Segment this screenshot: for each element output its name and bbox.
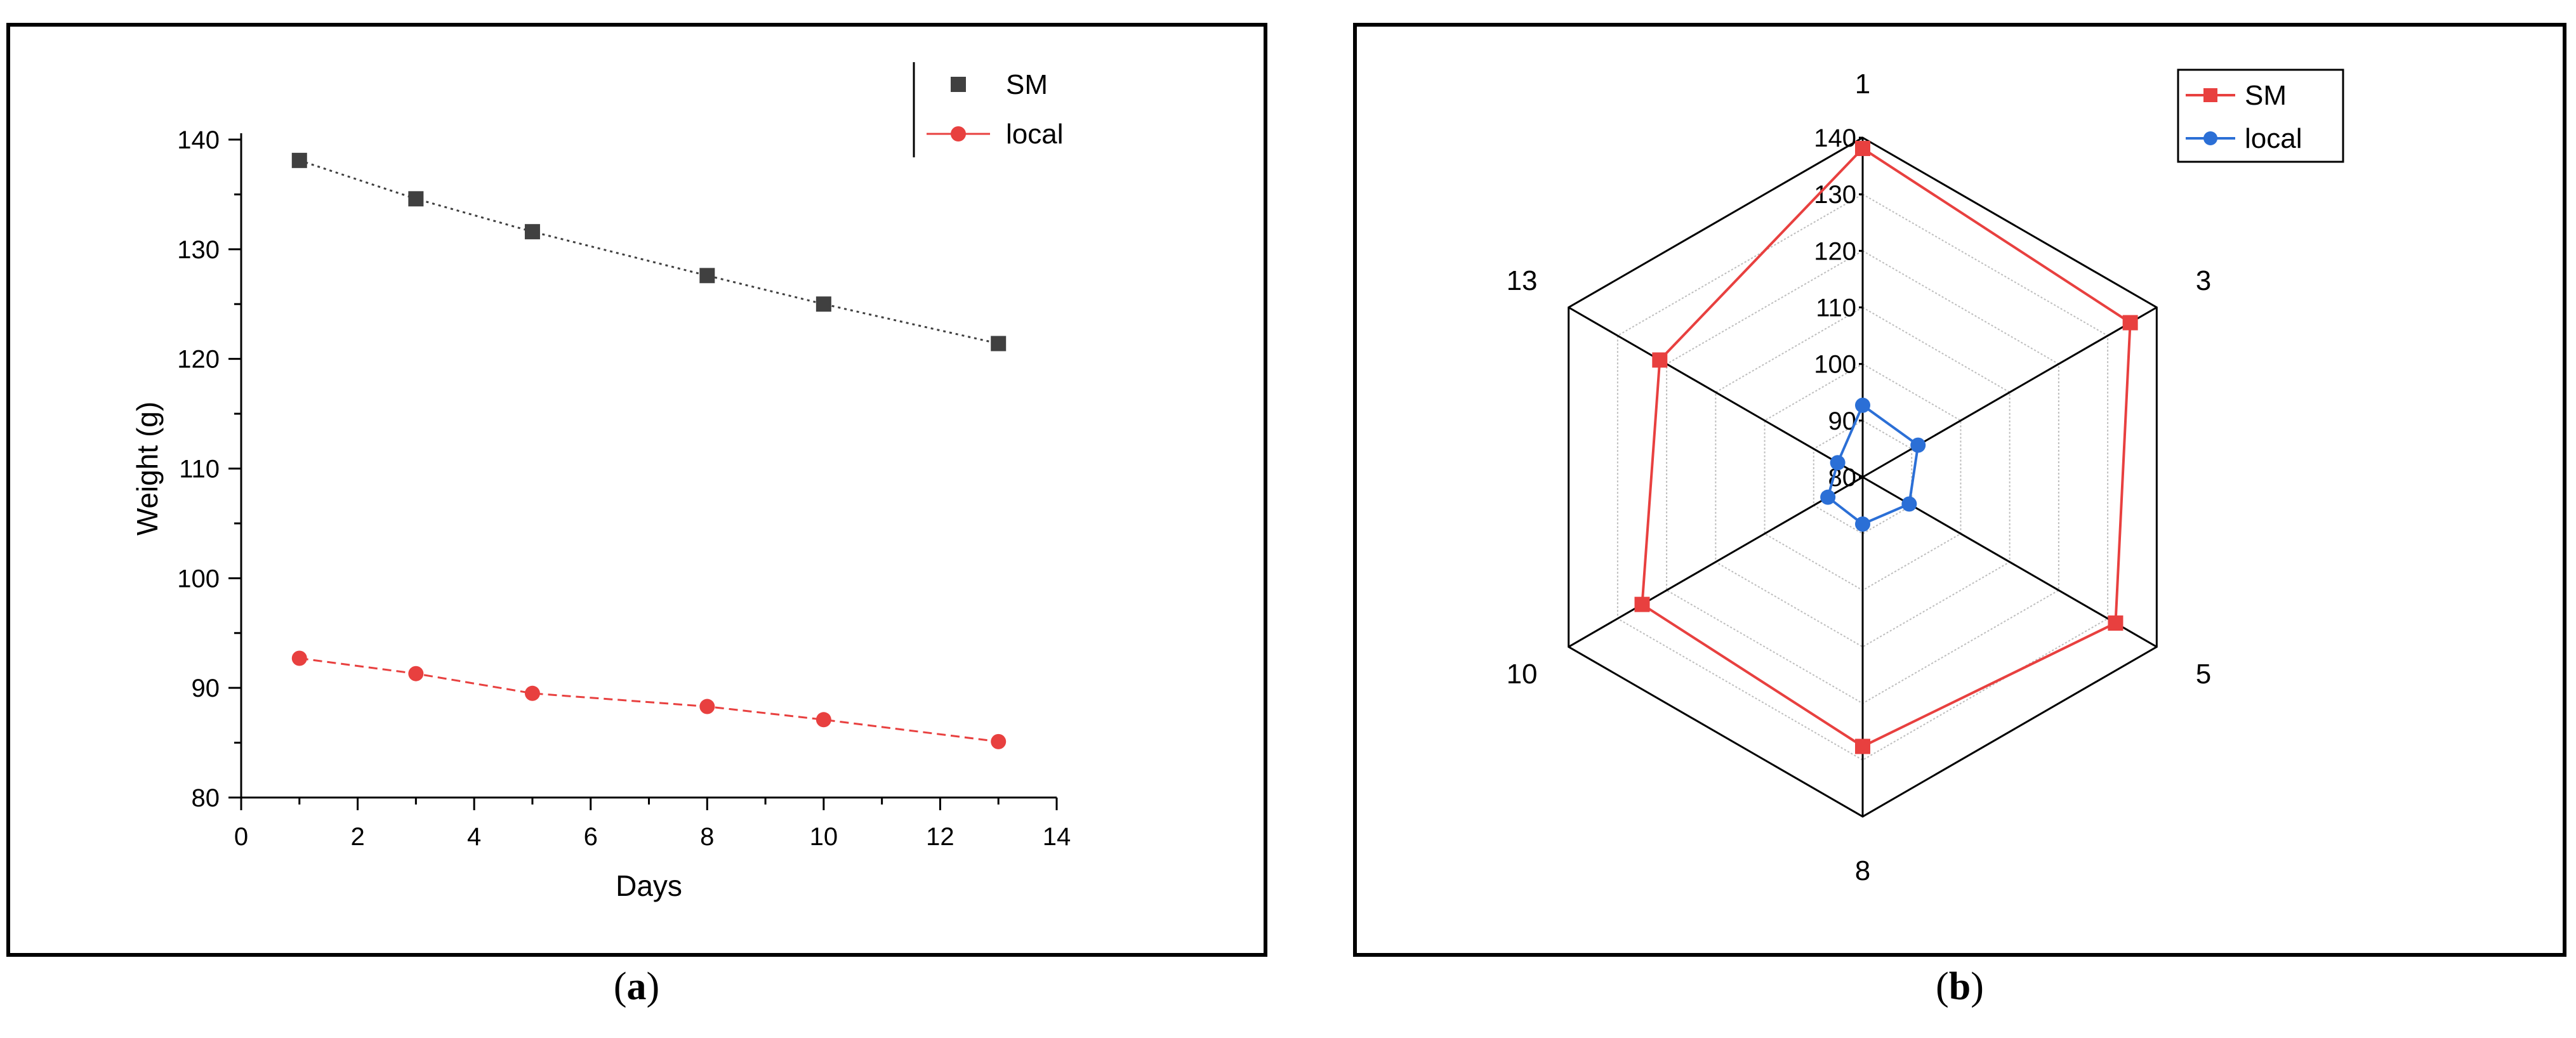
x-tick-label: 14 [1043,823,1071,851]
data-point-SM [699,268,715,284]
x-tick-label: 8 [700,823,714,851]
radar-point-local [1820,489,1836,505]
radar-r-tick-label: 110 [1816,294,1856,322]
radar-point-local [1910,437,1926,453]
legend-marker-local [2203,131,2217,145]
radar-point-SM [1652,352,1668,368]
legend-label-local: local [2245,123,2302,154]
y-tick-label: 140 [177,126,220,154]
radar-spoke [1568,476,1863,648]
data-point-local [816,712,831,728]
data-point-local [524,685,540,701]
caption-b-label: b [1948,965,1971,1008]
radar-point-SM [2108,615,2124,631]
data-point-local [291,650,307,666]
legend-marker-SM [2203,88,2217,102]
caption-b: (b) [1936,965,1984,1008]
radar-point-SM [2122,315,2138,331]
x-tick-label: 2 [350,823,364,851]
y-tick-label: 120 [177,346,220,374]
caption-a: (a) [613,965,660,1008]
radar-category-label: 10 [1507,659,1538,690]
legend-marker-local [951,126,966,141]
radar-category-label: 3 [2196,265,2211,296]
data-point-local [408,666,424,681]
radar-point-SM [1634,596,1650,612]
x-tick-label: 4 [467,823,481,851]
y-axis-label: Weight (g) [131,402,164,535]
y-tick-label: 100 [177,565,220,593]
data-point-SM [816,296,831,312]
panel-b-frame [1353,23,2566,957]
data-point-SM [291,152,307,168]
series-line-SM [299,159,999,345]
radar-r-tick-label: 100 [1814,351,1856,379]
radar-point-local [1855,397,1870,413]
radar-spoke [1568,306,1863,478]
x-axis-label: Days [616,869,682,902]
radar-r-tick-label: 120 [1814,237,1856,265]
y-tick-label: 130 [177,236,220,264]
x-tick-label: 6 [584,823,598,851]
x-tick-label: 12 [926,823,954,851]
radar-category-label: 1 [1855,69,1870,100]
legend-label-SM: SM [2245,80,2287,111]
x-tick-label: 0 [234,823,248,851]
y-tick-label: 80 [192,784,220,812]
data-point-local [991,733,1007,749]
data-point-SM [991,336,1007,351]
data-point-local [699,699,715,714]
radar-r-tick-label: 130 [1814,181,1856,209]
legend-box [2177,69,2344,163]
radar-point-local [1855,516,1870,532]
y-tick-label: 90 [192,674,220,702]
legend-label-local: local [1006,119,1064,150]
series-line-local [299,657,999,743]
y-tick-label: 110 [179,456,220,483]
legend-marker-SM [951,77,966,92]
x-tick-label: 10 [810,823,838,851]
radar-category-label: 13 [1507,265,1538,296]
legend-label-SM: SM [1006,69,1048,100]
data-point-SM [524,224,540,240]
radar-outer-ring [1568,136,2158,818]
radar-point-SM [1855,739,1870,754]
radar-point-SM [1855,140,1870,156]
caption-a-label: a [626,965,647,1008]
data-point-SM [408,191,424,207]
radar-r-tick-label: 140 [1814,124,1856,152]
radar-category-label: 8 [1855,855,1870,886]
radar-category-label: 5 [2196,659,2211,690]
radar-point-local [1830,455,1846,471]
radar-point-local [1901,496,1917,512]
